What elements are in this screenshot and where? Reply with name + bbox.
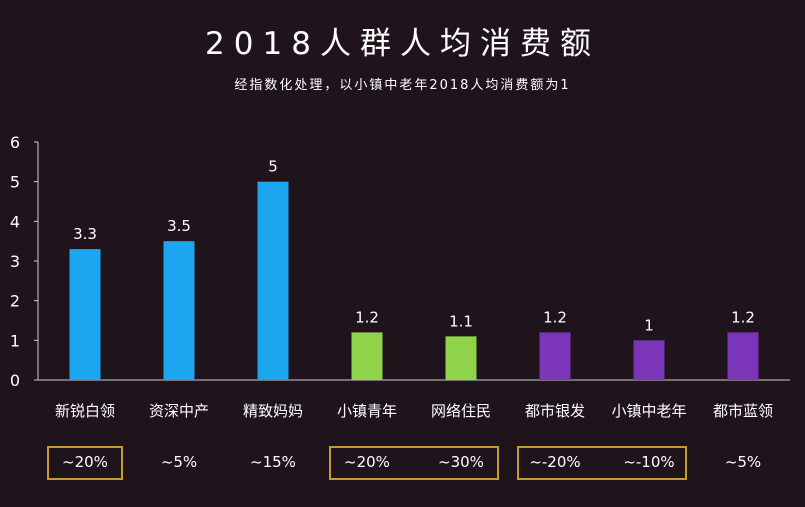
bar (539, 332, 571, 380)
bar (257, 181, 289, 380)
data-label: 3.5 (167, 217, 191, 235)
growth-label: ~20% (344, 453, 390, 471)
growth-group-box (517, 446, 687, 480)
bar (445, 336, 477, 380)
x-tick-label: 新锐白领 (55, 402, 115, 420)
growth-label: ~20% (62, 453, 108, 471)
x-tick-label: 资深中产 (149, 402, 209, 420)
growth-label: ~-10% (623, 453, 675, 471)
growth-group-box (329, 446, 499, 480)
data-label: 5 (268, 158, 278, 176)
data-label: 1.2 (543, 308, 567, 326)
y-tick-label: 3 (10, 252, 20, 271)
x-tick-label: 都市银发 (525, 402, 585, 420)
data-label: 1.2 (731, 308, 755, 326)
bar (163, 241, 195, 380)
data-label: 1.1 (449, 312, 473, 330)
growth-label: ~30% (438, 453, 484, 471)
bar-chart: 0 1 2 3 4 5 6 3.3 新锐白领 3.5 资深中产 5 精致妈妈 1.2 小镇青年 1.1 网络住民… (10, 133, 790, 420)
x-tick-label: 小镇青年 (337, 402, 397, 420)
y-tick-label: 5 (10, 173, 20, 192)
growth-label: ~5% (724, 453, 762, 471)
y-tick-label: 0 (10, 371, 20, 390)
y-tick-label: 4 (10, 212, 20, 231)
x-tick-label: 都市蓝领 (713, 402, 773, 420)
bar (69, 249, 101, 380)
y-tick-label: 2 (10, 292, 20, 311)
data-label: 1.2 (355, 308, 379, 326)
chart-subtitle: 经指数化处理，以小镇中老年2018人均消费额为1 (234, 78, 571, 93)
data-label: 3.3 (73, 225, 97, 243)
x-tick-label: 小镇中老年 (611, 402, 686, 420)
y-tick-label: 6 (10, 133, 20, 152)
growth-label: ~-20% (529, 453, 581, 471)
bar (633, 340, 665, 380)
growth-label: ~5% (160, 453, 198, 471)
growth-group-box (47, 446, 123, 480)
growth-label: ~15% (250, 453, 296, 471)
x-tick-label: 精致妈妈 (243, 402, 303, 420)
data-label: 1 (644, 316, 654, 334)
bar (727, 332, 759, 380)
x-tick-label: 网络住民 (431, 402, 491, 420)
chart-title: 2018人群人均消费额 (205, 26, 600, 62)
y-tick-label: 1 (10, 331, 20, 350)
bar (351, 332, 383, 380)
